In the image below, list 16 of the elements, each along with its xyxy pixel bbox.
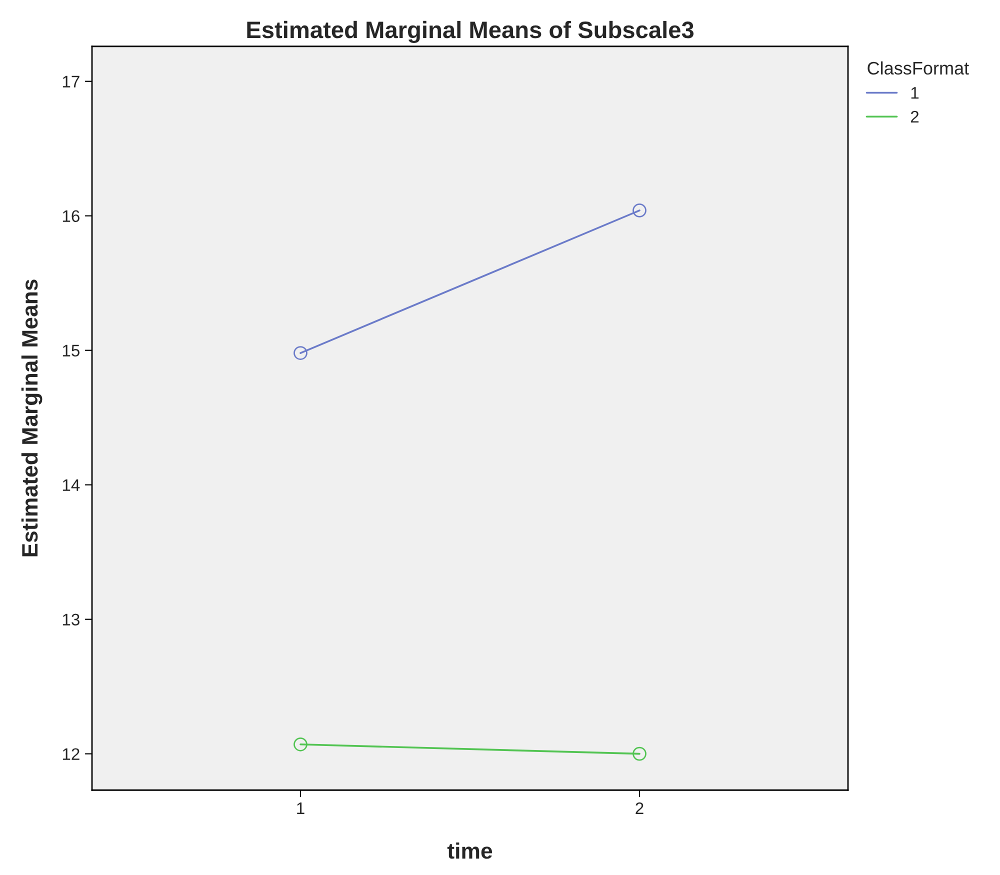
point bbox=[294, 737, 308, 752]
y-tick-label: 12 bbox=[62, 748, 80, 760]
point bbox=[632, 204, 646, 218]
y-tick-label: 17 bbox=[62, 76, 80, 88]
legend-label: 2 bbox=[910, 110, 919, 122]
y-tick-label: 14 bbox=[62, 479, 80, 491]
y-axis-title: Estimated Marginal Means bbox=[21, 280, 42, 556]
point bbox=[294, 346, 308, 360]
y-tick-label: 15 bbox=[62, 344, 80, 357]
point bbox=[632, 746, 646, 761]
y-tick-label: 16 bbox=[62, 210, 80, 222]
y-tick-label: 13 bbox=[62, 614, 80, 626]
legend-title: ClassFormat bbox=[868, 61, 969, 75]
legend-label: 1 bbox=[911, 87, 919, 99]
chart-title: Estimated Marginal Means of Subscale3 bbox=[247, 20, 694, 44]
x-axis-title: time bbox=[447, 842, 492, 859]
